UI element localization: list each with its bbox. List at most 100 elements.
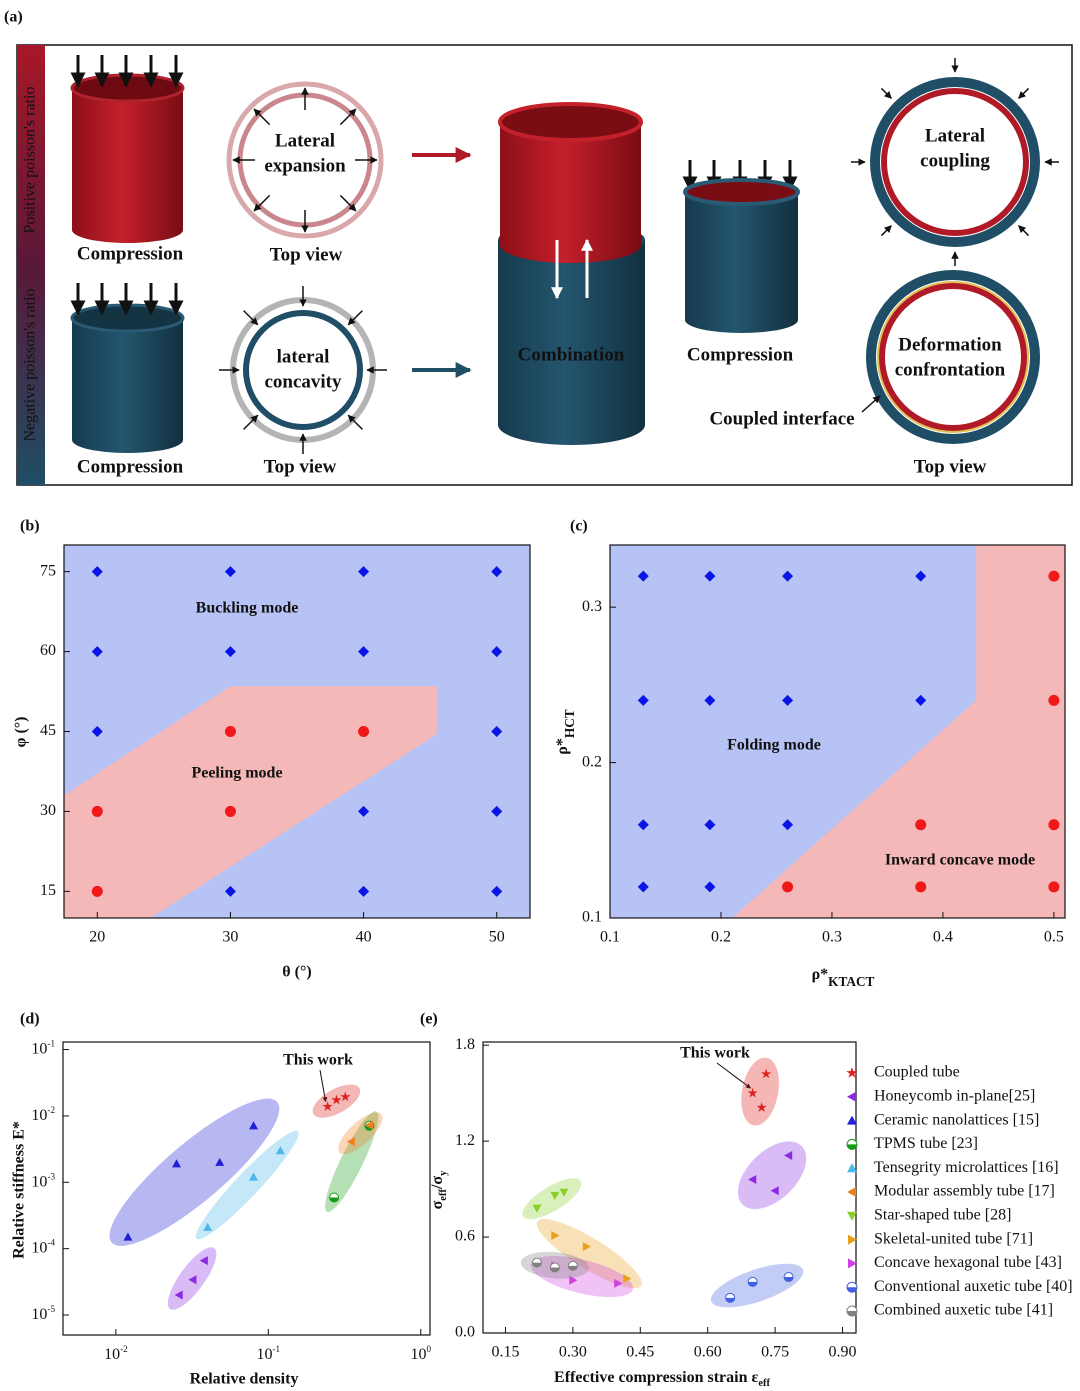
- legend-label: Modular assembly tube [17]: [874, 1183, 1055, 1200]
- ring: [226, 81, 384, 239]
- diagram-label: Lateral: [275, 130, 335, 151]
- cylinder-top: [683, 178, 800, 206]
- annotation: Inward concave mode: [885, 852, 1035, 869]
- point-half: [847, 1287, 857, 1293]
- point: [358, 566, 370, 578]
- panel-label: (e): [420, 1011, 438, 1028]
- y-tick-label: 10-4: [31, 1238, 55, 1257]
- label-part: y: [438, 1170, 449, 1176]
- point: [784, 1151, 793, 1161]
- point: [704, 881, 716, 893]
- radial-arrow: [880, 225, 892, 237]
- tick-base: 10: [31, 1107, 47, 1124]
- tick-base: 10: [257, 1346, 273, 1363]
- point: [358, 805, 370, 817]
- radial-arrow: [1018, 225, 1030, 237]
- arrow: [861, 395, 881, 413]
- group-ellipse: [737, 1141, 807, 1210]
- point: [91, 646, 103, 658]
- y-tick-label: 10-2: [31, 1105, 55, 1124]
- diagram-label: confrontation: [895, 359, 1006, 380]
- point: [760, 1068, 772, 1079]
- point: [358, 646, 370, 658]
- cylinder-top: [498, 102, 643, 142]
- point: [623, 1274, 632, 1284]
- ring: [866, 270, 1040, 444]
- point: [848, 1258, 857, 1269]
- point: [531, 1257, 542, 1268]
- radial-arrow: [347, 310, 363, 326]
- ring: [870, 77, 1040, 247]
- point: [215, 1157, 225, 1166]
- point-half: [748, 1281, 758, 1287]
- tick-base: 10: [410, 1346, 426, 1363]
- y-axis-label: σeff/σy: [429, 1170, 449, 1210]
- y-axis-label: φ (°): [13, 716, 30, 747]
- radial-arrows: [219, 58, 1059, 454]
- side-strip: [17, 45, 45, 485]
- tick-exponent: -1: [273, 1344, 281, 1354]
- point: [224, 566, 236, 578]
- x-tick-label: 0.90: [829, 1344, 857, 1361]
- point: [770, 1186, 779, 1196]
- x-tick-label: 0.15: [491, 1344, 519, 1361]
- diagram-label: Compression: [77, 243, 184, 264]
- tick-base: 10: [31, 1306, 47, 1323]
- point: [491, 566, 503, 578]
- x-tick-label: 0.1: [600, 929, 620, 946]
- diagram-label: concavity: [264, 371, 342, 392]
- diagram-label: expansion: [264, 155, 346, 176]
- label-part: KTACT: [828, 974, 874, 989]
- point: [725, 1292, 736, 1303]
- tick-exponent: -2: [47, 1105, 55, 1115]
- point: [848, 1234, 857, 1245]
- tick-base: 10: [104, 1346, 120, 1363]
- legend-label: Coupled tube: [874, 1064, 960, 1081]
- ring: [881, 88, 1029, 236]
- point-half: [568, 1265, 578, 1271]
- point: [747, 1276, 758, 1287]
- point-half: [784, 1277, 794, 1282]
- annotation: Folding mode: [727, 737, 821, 754]
- x-tick-label: 0.60: [694, 1344, 722, 1361]
- ring: [243, 310, 363, 430]
- point-half: [532, 1262, 542, 1268]
- y-tick-label: 1.8: [455, 1036, 475, 1053]
- y-tick-label: 75: [40, 562, 56, 579]
- point: [783, 1272, 794, 1283]
- point: [275, 1146, 285, 1155]
- group-ellipse: [741, 1057, 779, 1126]
- group-ellipse: [109, 1098, 280, 1246]
- point-half: [550, 1267, 560, 1272]
- point-half: [847, 1311, 857, 1316]
- point: [704, 819, 716, 831]
- point: [364, 1120, 373, 1130]
- tick-exponent: -5: [47, 1304, 55, 1314]
- label-part: ρ*: [554, 738, 571, 755]
- point: [1048, 819, 1060, 831]
- ring: [877, 281, 1029, 433]
- point: [614, 1278, 623, 1288]
- side-label: Negative poisson's ratio: [22, 288, 39, 441]
- point: [358, 885, 370, 897]
- point: [637, 694, 649, 706]
- point: [915, 694, 927, 706]
- y-tick-label: 45: [40, 722, 56, 739]
- cylinder: [498, 240, 645, 445]
- point: [172, 1159, 182, 1168]
- y-tick-label: 60: [40, 642, 56, 659]
- point: [346, 1137, 355, 1147]
- x-tick-label: 0.2: [711, 929, 731, 946]
- y-tick-label: 10-5: [31, 1304, 55, 1323]
- x-tick-label: 0.4: [933, 929, 953, 946]
- point: [1048, 570, 1060, 582]
- group-ellipse: [710, 1263, 804, 1308]
- y-tick-label: 0.0: [455, 1324, 475, 1341]
- point: [322, 1101, 333, 1112]
- diagram-label: lateral: [277, 346, 330, 367]
- point: [91, 885, 103, 897]
- point: [1048, 881, 1060, 893]
- panel-label: (c): [570, 518, 588, 535]
- tick-exponent: -3: [47, 1171, 55, 1181]
